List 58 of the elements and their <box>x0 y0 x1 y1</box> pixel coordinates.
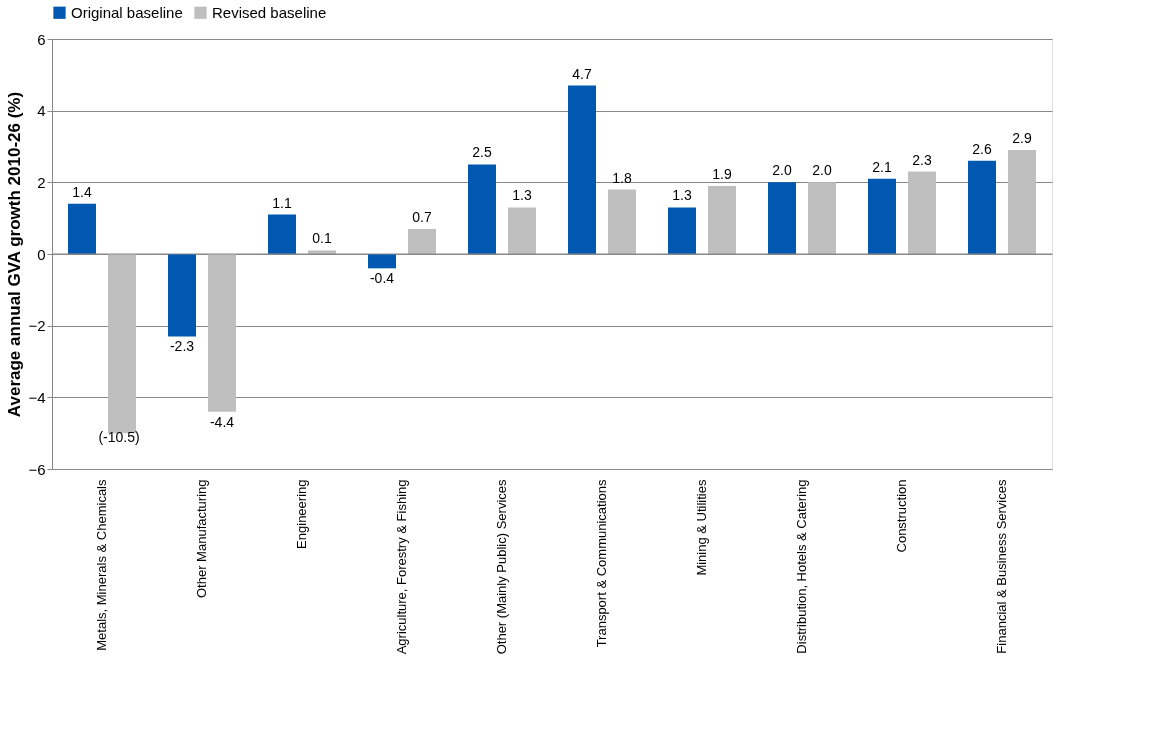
annotation: (-10.5) <box>98 429 140 445</box>
data-label: 1.1 <box>272 194 292 211</box>
y-tick-label: 2 <box>37 173 46 191</box>
data-label: 2.0 <box>812 162 832 179</box>
legend-label: Revised baseline <box>212 3 327 21</box>
x-tick-label: Engineering <box>294 479 309 549</box>
data-label: 1.4 <box>72 183 92 200</box>
data-label: 2.6 <box>972 140 992 157</box>
x-tick-label: Agriculture, Forestry & Fishing <box>394 479 409 655</box>
x-tick-label: Mining & Utilities <box>694 479 709 576</box>
data-label: 2.9 <box>1012 130 1032 147</box>
data-label: -2.3 <box>169 338 195 355</box>
data-label: 0.7 <box>412 208 432 225</box>
bar <box>168 254 196 337</box>
bar <box>68 203 96 254</box>
data-label: 1.8 <box>612 169 632 186</box>
y-tick-label: −6 <box>28 460 46 478</box>
y-tick-label: 4 <box>37 102 46 120</box>
data-label: 1.3 <box>672 187 692 204</box>
bar <box>408 228 436 254</box>
bar <box>468 164 496 254</box>
bar <box>808 182 836 254</box>
x-tick-label: Construction <box>894 479 909 553</box>
data-label: 2.1 <box>872 158 892 175</box>
y-tick-label: 6 <box>37 30 46 48</box>
bar <box>768 182 796 254</box>
data-label: 2.5 <box>472 144 492 161</box>
data-label: -4.4 <box>209 413 235 430</box>
data-label: 1.9 <box>712 165 732 182</box>
bar <box>508 207 536 254</box>
data-label: 1.3 <box>512 187 532 204</box>
x-tick-label: Distribution, Hotels & Catering <box>794 479 809 654</box>
bar <box>868 178 896 254</box>
bar <box>968 160 996 254</box>
bar <box>608 189 636 254</box>
bar <box>568 85 596 254</box>
bar <box>1008 150 1036 254</box>
bar <box>668 207 696 254</box>
x-tick-label: Other Manufacturing <box>194 479 209 599</box>
x-tick-label: Transport & Communications <box>594 479 609 648</box>
y-tick-label: 0 <box>37 245 46 263</box>
bar <box>268 214 296 254</box>
bar <box>908 171 936 254</box>
x-tick-label: Financial & Business Services <box>994 479 1009 654</box>
data-label: 2.3 <box>912 151 932 168</box>
bar <box>368 254 396 269</box>
bar <box>708 185 736 254</box>
data-label: 2.0 <box>772 162 792 179</box>
data-label: 0.1 <box>312 230 332 247</box>
data-label: 4.7 <box>572 65 592 82</box>
y-axis-title: Average annual GVA growth 2010-26 (%) <box>5 91 25 418</box>
x-tick-label: Other (Mainly Public) Services <box>494 479 509 655</box>
data-label: -0.4 <box>369 270 395 287</box>
y-tick-label: −4 <box>28 388 46 406</box>
bar <box>208 254 236 412</box>
y-tick-label: −2 <box>28 317 46 335</box>
x-tick-label: Metals, Minerals & Chemicals <box>94 479 109 651</box>
legend-label: Original baseline <box>71 3 183 21</box>
